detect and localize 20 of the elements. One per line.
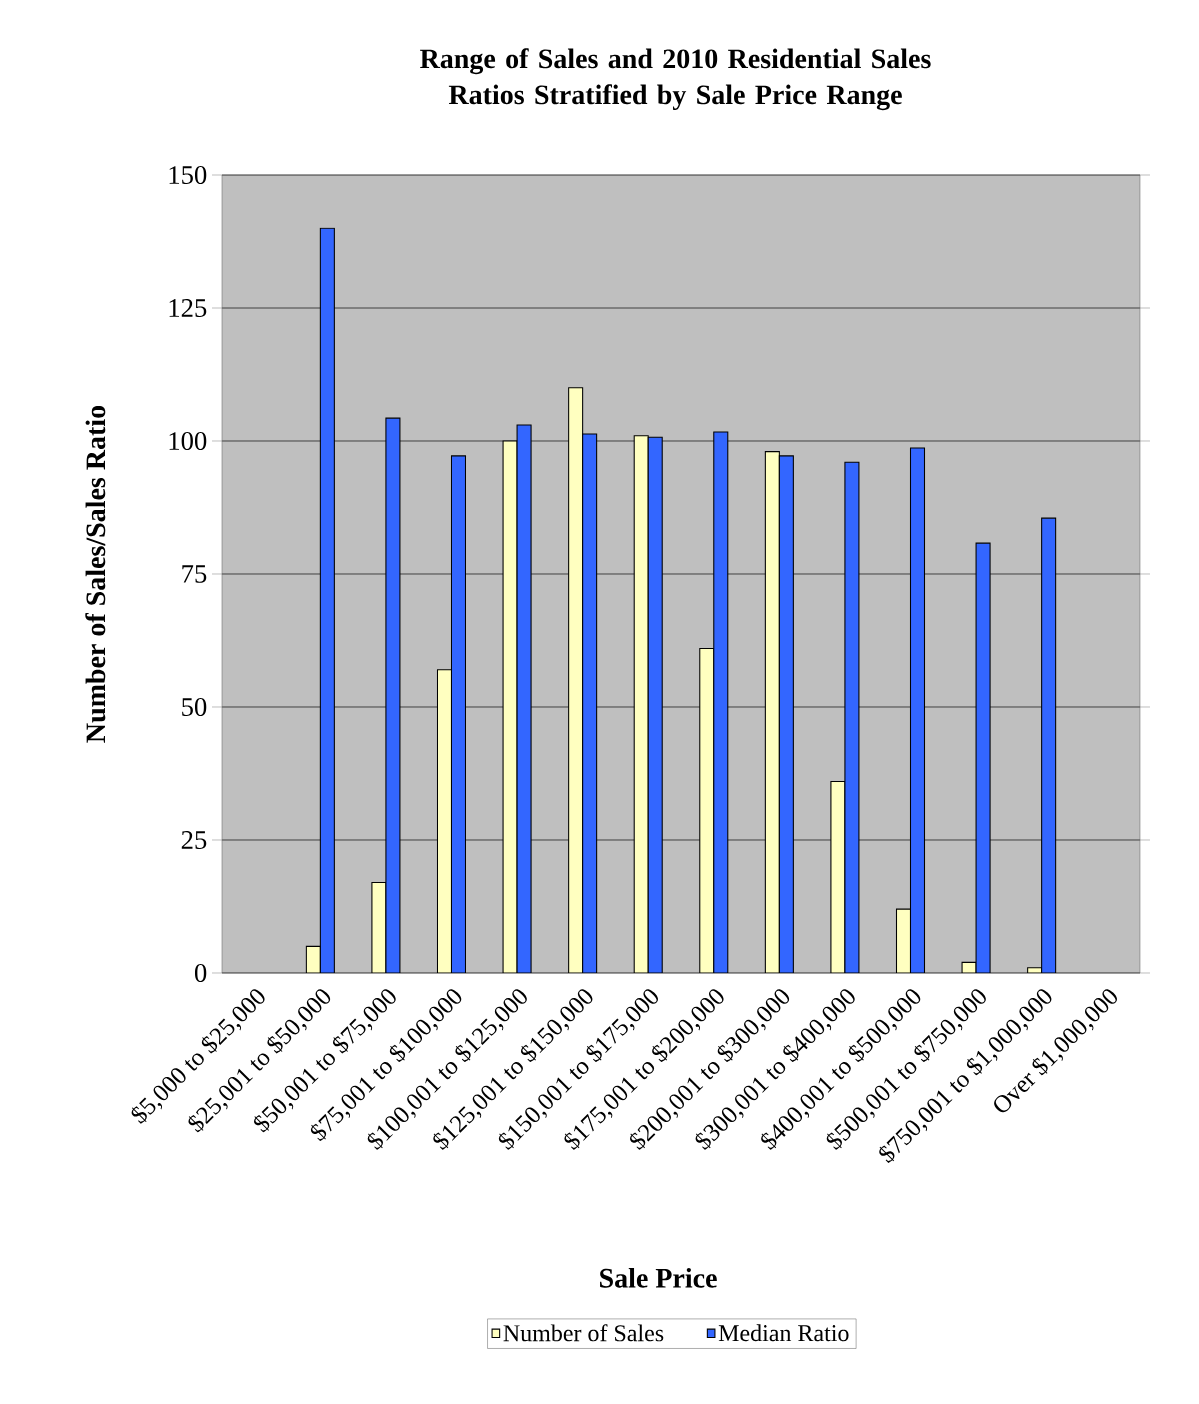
bar <box>909 447 926 973</box>
y-tick-label: 50 <box>182 698 207 716</box>
chart-title: Range of Sales and 2010 Residential Sales Ratios Stratified by Sale Price Range <box>420 48 931 111</box>
y-tick-label: 150 <box>169 166 207 184</box>
y-tick-label: 100 <box>169 432 207 450</box>
y-tick-label: 0 <box>194 964 207 982</box>
bar <box>647 436 663 973</box>
bar <box>713 431 729 973</box>
bar <box>319 227 335 973</box>
y-tick-label: 75 <box>182 565 207 583</box>
y-axis-title: Number of Sales/Sales Ratio <box>85 405 106 743</box>
y-tick-label: 125 <box>169 299 207 317</box>
y-tick-label: 25 <box>181 831 207 849</box>
bar <box>778 455 794 973</box>
legend-label: Median Ratio <box>718 1324 849 1342</box>
bar <box>450 455 467 973</box>
legend-label: Number of Sales <box>503 1324 664 1342</box>
bar <box>582 433 598 973</box>
bar <box>1041 517 1057 973</box>
x-axis-title: Sale Price <box>600 1267 717 1288</box>
